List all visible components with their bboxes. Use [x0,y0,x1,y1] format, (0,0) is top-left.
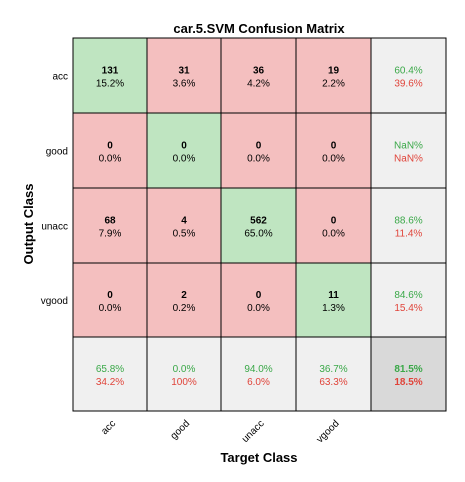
cell-percent: 1.3% [322,303,345,314]
cell-percent: 0.0% [322,229,345,240]
cell-count: 0 [107,141,113,152]
output-class-label: unacc [41,222,68,233]
matrix-cell [295,187,372,264]
cell-count: 0 [256,290,262,301]
row-summary-incorrect: 39.6% [394,79,422,90]
col-summary-correct: 0.0% [173,364,196,375]
col-summary-incorrect: 63.3% [319,377,347,388]
cell-percent: 0.0% [99,154,122,165]
row-summary-correct: 60.4% [394,66,422,77]
cell-count: 2 [181,290,187,301]
col-summary-cell [220,336,297,412]
matrix-cell [72,262,148,338]
cell-count: 36 [253,66,265,77]
output-class-label: vgood [41,296,68,307]
matrix-cell [295,112,372,189]
cell-percent: 0.0% [247,154,270,165]
cell-count: 31 [178,66,190,77]
output-class-label: good [46,147,68,158]
cell-percent: 7.9% [99,229,122,240]
overall-correct: 81.5% [394,364,422,375]
col-summary-correct: 36.7% [319,364,347,375]
cell-count: 68 [104,216,116,227]
matrix-cell [146,37,222,114]
cell-percent: 0.2% [173,303,196,314]
cell-count: 19 [328,66,340,77]
cell-count: 0 [256,141,262,152]
row-summary-incorrect: 15.4% [394,303,422,314]
cell-count: 562 [250,216,267,227]
overall-incorrect: 18.5% [394,377,422,388]
row-summary-cell [370,187,447,264]
target-class-label: vgood [315,418,342,445]
matrix-cell [72,37,148,114]
col-summary-incorrect: 100% [171,377,197,388]
cell-percent: 15.2% [96,79,124,90]
cell-percent: 2.2% [322,79,345,90]
row-summary-incorrect: NaN% [394,154,423,165]
cell-count: 0 [331,141,337,152]
cell-percent: 65.0% [244,229,272,240]
target-class-label: unacc [240,418,267,445]
row-summary-cell [370,112,447,189]
col-summary-correct: 65.8% [96,364,124,375]
target-class-label: good [169,418,193,442]
col-summary-correct: 94.0% [244,364,272,375]
matrix-cell [72,112,148,189]
row-summary-incorrect: 11.4% [395,229,423,240]
matrix-cell [220,37,297,114]
cell-percent: 4.2% [247,79,270,90]
col-summary-incorrect: 6.0% [247,377,270,388]
overall-summary-cell [370,336,447,412]
matrix-cell [295,262,372,338]
matrix-cell [146,262,222,338]
col-summary-cell [72,336,148,412]
cell-count: 4 [181,216,187,227]
col-summary-incorrect: 34.2% [96,377,124,388]
target-class-label: acc [99,418,118,437]
y-axis-label: Output Class [21,184,36,265]
cell-percent: 0.0% [247,303,270,314]
row-summary-cell [370,262,447,338]
cell-count: 0 [181,141,187,152]
row-summary-correct: 88.6% [394,216,422,227]
matrix-cell [146,112,222,189]
cell-count: 0 [331,216,337,227]
cell-count: 0 [107,290,113,301]
cell-count: 11 [328,290,339,301]
row-summary-cell [370,37,447,114]
cell-count: 131 [102,66,119,77]
cell-percent: 0.0% [173,154,196,165]
x-axis-label: Target Class [220,450,297,465]
cell-percent: 0.0% [99,303,122,314]
cell-percent: 3.6% [173,79,196,90]
matrix-cell [295,37,372,114]
output-class-label: acc [52,72,68,83]
row-summary-correct: NaN% [394,141,423,152]
chart-title: car.5.SVM Confusion Matrix [173,21,345,36]
matrix-cell [146,187,222,264]
row-summary-correct: 84.6% [394,290,422,301]
cell-percent: 0.5% [173,229,196,240]
cell-percent: 0.0% [322,154,345,165]
col-summary-cell [146,336,222,412]
